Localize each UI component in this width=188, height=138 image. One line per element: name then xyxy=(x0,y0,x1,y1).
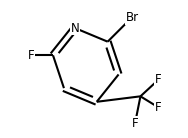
Text: F: F xyxy=(28,49,34,62)
Text: Br: Br xyxy=(126,11,139,24)
Text: F: F xyxy=(155,73,161,86)
Text: F: F xyxy=(155,101,161,114)
Text: N: N xyxy=(70,22,79,34)
Text: F: F xyxy=(132,117,138,130)
